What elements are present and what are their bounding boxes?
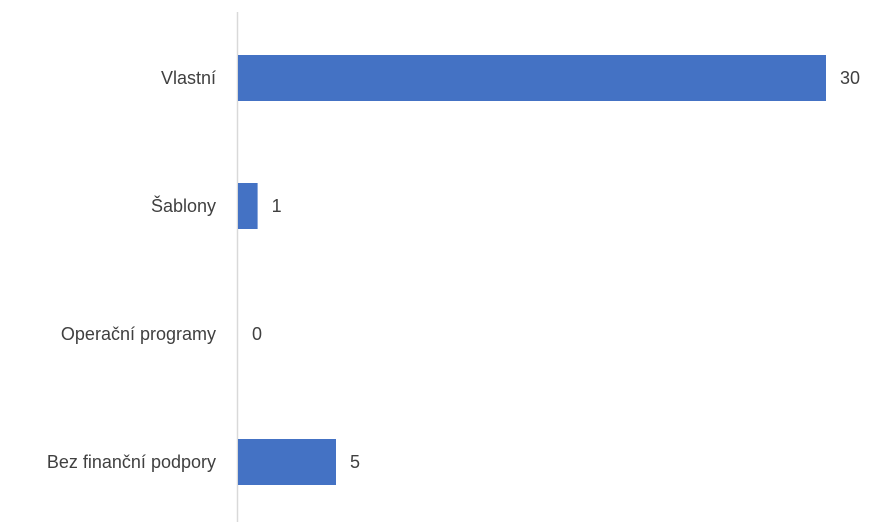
bar-0	[238, 55, 826, 101]
category-labels: Vlastní Šablony Operační programy Bez finan…	[47, 68, 216, 472]
bar-3	[238, 439, 336, 485]
category-label-0: Vlastní	[161, 68, 216, 88]
category-label-2: Operační programy	[61, 324, 216, 344]
category-label-1: Šablony	[151, 195, 216, 216]
data-label-1: 1	[272, 196, 282, 216]
category-label-3: Bez finanční podpory	[47, 452, 216, 472]
data-label-2: 0	[252, 324, 262, 344]
data-labels: 30 1 0 5	[252, 68, 860, 472]
data-label-0: 30	[840, 68, 860, 88]
data-label-3: 5	[350, 452, 360, 472]
bars-layer	[238, 55, 826, 485]
bar-1	[238, 183, 258, 229]
